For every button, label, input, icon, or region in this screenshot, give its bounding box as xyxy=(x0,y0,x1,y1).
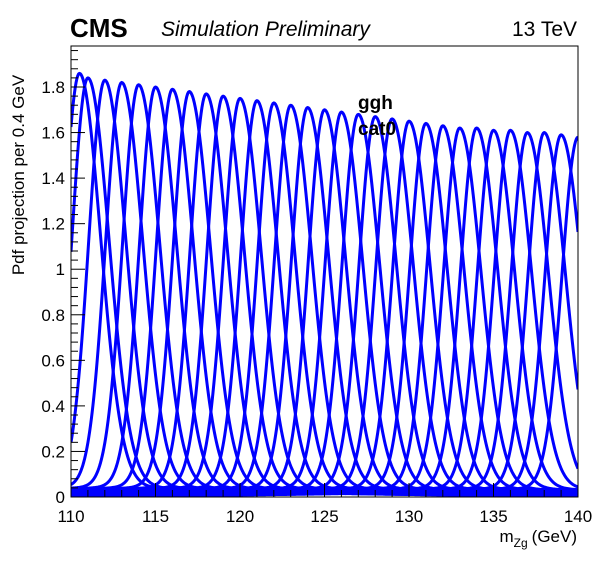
y-axis-title: Pdf projection per 0.4 GeV xyxy=(9,74,28,275)
x-axis-title-main: m xyxy=(499,527,513,546)
x-tick-label: 125 xyxy=(310,507,338,526)
y-tick-label: 0.4 xyxy=(41,397,65,416)
x-tick-label: 120 xyxy=(226,507,254,526)
y-tick-label: 0.2 xyxy=(41,442,65,461)
x-tick-label: 115 xyxy=(142,507,169,526)
energy-label: 13 TeV xyxy=(512,18,577,41)
annotation-category: cat0 xyxy=(358,119,396,140)
x-tick-label: 110 xyxy=(57,507,84,526)
y-tick-label: 0.8 xyxy=(41,306,65,325)
y-tick-label: 1.4 xyxy=(41,169,65,188)
x-axis-title: mZg (GeV) xyxy=(499,527,577,550)
x-tick-label: 140 xyxy=(564,507,592,526)
curves-layer xyxy=(71,71,578,497)
y-axis: 0 0.2 0.4 0.6 0.8 1 1.2 1.4 1.6 1.8 xyxy=(41,50,85,507)
y-tick-label: 0.6 xyxy=(41,351,65,370)
x-axis-title-unit: (GeV) xyxy=(532,527,577,546)
x-tick-label: 135 xyxy=(479,507,507,526)
x-tick-label: 130 xyxy=(395,507,423,526)
y-tick-label: 1.8 xyxy=(41,78,65,97)
x-axis: 110 115 120 125 130 135 140 xyxy=(57,483,592,526)
cms-logo: CMS xyxy=(70,13,128,43)
y-tick-label: 1 xyxy=(56,260,65,279)
annotation-process: ggh xyxy=(358,93,393,114)
y-tick-label: 1.6 xyxy=(41,124,65,143)
y-tick-label: 0 xyxy=(56,488,65,507)
x-axis-title-sub: Zg xyxy=(514,536,528,550)
y-tick-label: 1.2 xyxy=(41,215,65,234)
simulation-preliminary-label: Simulation Preliminary xyxy=(161,18,371,41)
